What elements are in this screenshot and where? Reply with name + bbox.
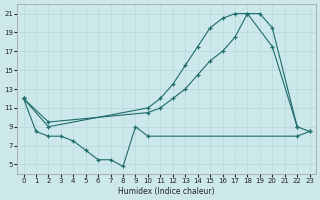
X-axis label: Humidex (Indice chaleur): Humidex (Indice chaleur) [118,187,215,196]
